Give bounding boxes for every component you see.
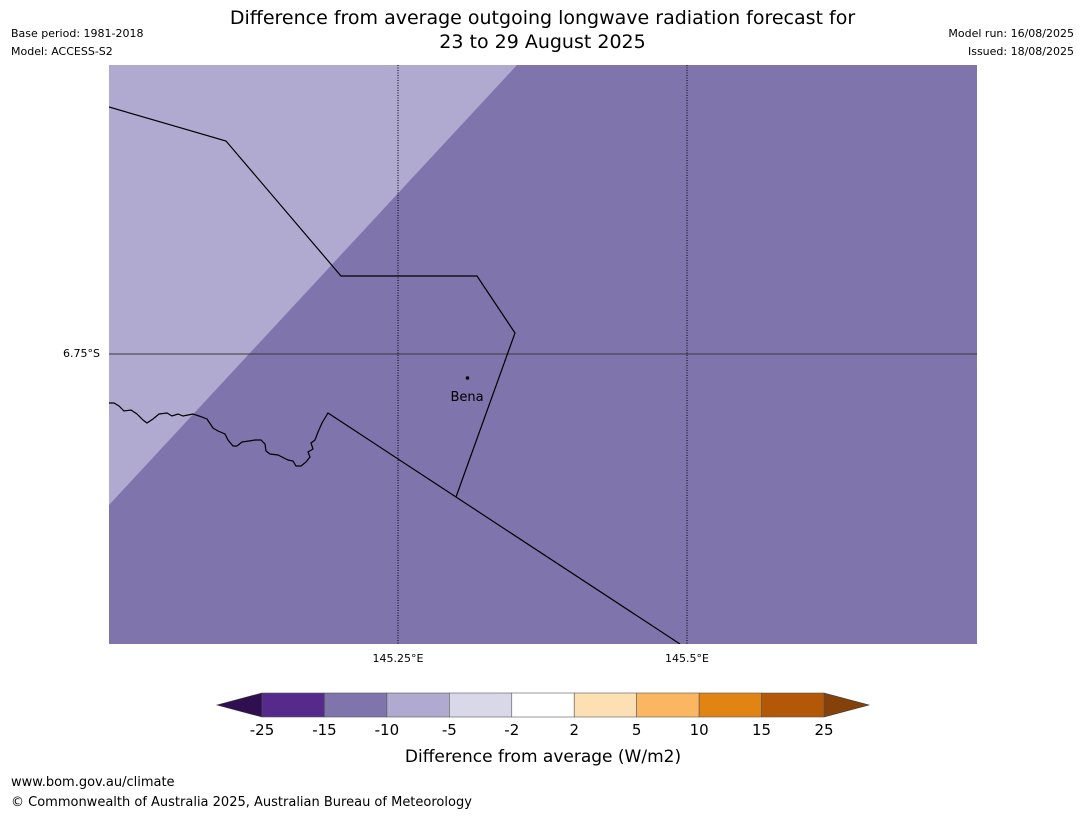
bena-marker — [465, 376, 470, 380]
map-title: Difference from average outgoing longwav… — [0, 6, 1085, 54]
colorbar-tick-label: 15 — [752, 721, 771, 739]
model-run-text: Model run: 16/08/2025 — [948, 27, 1074, 40]
colorbar-bin — [511, 692, 575, 718]
meta-right: Model run: 16/08/2025 Issued: 18/08/2025 — [948, 25, 1074, 61]
anomaly-region-light — [109, 65, 517, 505]
colorbar-tick-label: 25 — [814, 721, 833, 739]
colorbar-bin — [386, 692, 450, 718]
colorbar-bin — [449, 692, 513, 718]
colorbar-bin — [698, 692, 762, 718]
province-boundary-south — [109, 402, 681, 644]
colorbar-tick-label: -2 — [504, 721, 519, 739]
map-title-line2: 23 to 29 August 2025 — [439, 31, 646, 53]
meta-left: Base period: 1981-2018 Model: ACCESS-S2 — [11, 25, 143, 61]
colorbar-tick-label: 10 — [690, 721, 709, 739]
longitude-label-145-5e: 145.5°E — [665, 652, 709, 665]
colorbar-tick-label: 5 — [632, 721, 642, 739]
colorbar-extend-low — [215, 692, 263, 718]
colorbar-tick-label: -25 — [250, 721, 275, 739]
colorbar-bin — [636, 692, 700, 718]
colorbar-bin — [324, 692, 388, 718]
colorbar-extend-high — [823, 692, 871, 718]
colorbar-bin — [261, 692, 325, 718]
colorbar-title: Difference from average (W/m2) — [405, 747, 681, 767]
colorbar: -25 -15 -10 -5 -2 2 5 10 15 25 Difference from av… — [215, 692, 871, 767]
colorbar-tick-label: -15 — [312, 721, 337, 739]
map-title-line1: Difference from average outgoing longwav… — [229, 7, 856, 29]
latitude-label-6-75s: 6.75°S — [63, 347, 100, 360]
colorbar-bin — [761, 692, 825, 718]
footer-copyright: © Commonwealth of Australia 2025, Austra… — [11, 795, 472, 810]
colorbar-tick-label: -5 — [442, 721, 457, 739]
colorbar-tick-label: 2 — [569, 721, 579, 739]
longitude-label-145-25e: 145.25°E — [372, 652, 424, 665]
base-period-text: Base period: 1981-2018 — [11, 27, 144, 40]
colorbar-tick-label: -10 — [375, 721, 400, 739]
colorbar-bin — [573, 692, 637, 718]
bena-label: Bena — [450, 390, 483, 405]
province-boundary — [109, 106, 516, 498]
issued-text: Issued: 18/08/2025 — [967, 45, 1074, 58]
model-text: Model: ACCESS-S2 — [11, 45, 113, 58]
footer-url: www.bom.gov.au/climate — [11, 775, 175, 790]
